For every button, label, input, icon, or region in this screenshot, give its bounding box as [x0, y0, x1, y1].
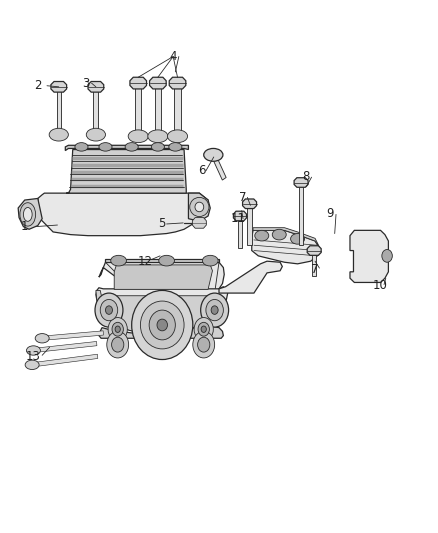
Ellipse shape — [195, 202, 204, 212]
Polygon shape — [135, 83, 141, 136]
Polygon shape — [99, 326, 223, 338]
Polygon shape — [106, 262, 219, 293]
Text: 3: 3 — [82, 77, 89, 90]
Ellipse shape — [25, 360, 39, 369]
Polygon shape — [192, 217, 206, 228]
Polygon shape — [350, 230, 389, 282]
Polygon shape — [93, 87, 99, 135]
Polygon shape — [106, 259, 219, 262]
Polygon shape — [169, 77, 186, 89]
Polygon shape — [130, 77, 147, 89]
Polygon shape — [51, 82, 67, 92]
Polygon shape — [294, 177, 308, 187]
Ellipse shape — [148, 130, 168, 143]
Ellipse shape — [106, 306, 113, 314]
Ellipse shape — [198, 337, 210, 352]
Ellipse shape — [112, 337, 124, 352]
Ellipse shape — [125, 143, 138, 151]
Text: 12: 12 — [137, 255, 152, 268]
Polygon shape — [150, 77, 166, 89]
Ellipse shape — [141, 301, 184, 349]
Ellipse shape — [202, 255, 218, 266]
Ellipse shape — [206, 300, 223, 321]
Ellipse shape — [75, 143, 88, 151]
Ellipse shape — [100, 300, 118, 321]
Ellipse shape — [20, 203, 35, 226]
Ellipse shape — [190, 197, 209, 216]
Ellipse shape — [132, 290, 193, 360]
Polygon shape — [233, 211, 247, 221]
Ellipse shape — [128, 130, 148, 143]
Text: 7: 7 — [239, 191, 247, 204]
Polygon shape — [312, 251, 316, 276]
Polygon shape — [42, 331, 103, 341]
Ellipse shape — [167, 130, 187, 143]
Ellipse shape — [169, 143, 182, 151]
Ellipse shape — [149, 310, 175, 340]
Polygon shape — [106, 296, 215, 334]
Text: 11: 11 — [231, 212, 246, 225]
Polygon shape — [247, 204, 252, 245]
Text: 9: 9 — [327, 207, 334, 220]
Text: 8: 8 — [303, 169, 310, 183]
Text: 7: 7 — [311, 263, 319, 276]
Ellipse shape — [272, 229, 286, 240]
Polygon shape — [243, 199, 257, 208]
Polygon shape — [212, 154, 226, 180]
Ellipse shape — [86, 128, 106, 141]
Text: 13: 13 — [26, 350, 41, 364]
Polygon shape — [253, 228, 319, 248]
Ellipse shape — [107, 332, 129, 358]
Ellipse shape — [35, 334, 49, 343]
Polygon shape — [65, 146, 188, 151]
Polygon shape — [18, 198, 42, 229]
Text: 6: 6 — [198, 164, 205, 177]
Ellipse shape — [201, 293, 229, 327]
Polygon shape — [57, 87, 61, 135]
Polygon shape — [188, 193, 210, 221]
Ellipse shape — [198, 322, 209, 336]
Ellipse shape — [26, 346, 40, 355]
Ellipse shape — [193, 332, 215, 358]
Polygon shape — [299, 182, 303, 245]
Text: 5: 5 — [159, 217, 166, 230]
Ellipse shape — [151, 143, 164, 151]
Polygon shape — [99, 262, 224, 293]
Polygon shape — [307, 246, 321, 255]
Ellipse shape — [211, 306, 218, 314]
Polygon shape — [219, 261, 283, 293]
Polygon shape — [238, 216, 242, 248]
Polygon shape — [96, 290, 102, 321]
Text: 2: 2 — [34, 79, 42, 92]
Ellipse shape — [194, 318, 213, 341]
Polygon shape — [114, 265, 212, 289]
Ellipse shape — [108, 318, 127, 341]
Polygon shape — [252, 230, 319, 264]
Ellipse shape — [49, 128, 68, 141]
Ellipse shape — [112, 322, 124, 336]
Ellipse shape — [201, 326, 206, 333]
Ellipse shape — [23, 207, 32, 221]
Polygon shape — [32, 354, 98, 367]
Polygon shape — [96, 287, 228, 333]
Ellipse shape — [115, 326, 120, 333]
Ellipse shape — [290, 233, 304, 244]
Ellipse shape — [99, 143, 112, 151]
Polygon shape — [33, 342, 97, 353]
Polygon shape — [88, 82, 104, 92]
Ellipse shape — [157, 319, 167, 331]
Polygon shape — [66, 150, 186, 193]
Ellipse shape — [159, 255, 174, 266]
Polygon shape — [174, 83, 180, 136]
Text: 10: 10 — [373, 279, 388, 292]
Ellipse shape — [95, 293, 123, 327]
Ellipse shape — [255, 230, 269, 241]
Text: 4: 4 — [170, 50, 177, 63]
Ellipse shape — [204, 148, 223, 161]
Ellipse shape — [382, 249, 392, 262]
Polygon shape — [38, 193, 208, 236]
Text: 1: 1 — [21, 220, 28, 233]
Ellipse shape — [111, 255, 127, 266]
Polygon shape — [155, 83, 161, 136]
